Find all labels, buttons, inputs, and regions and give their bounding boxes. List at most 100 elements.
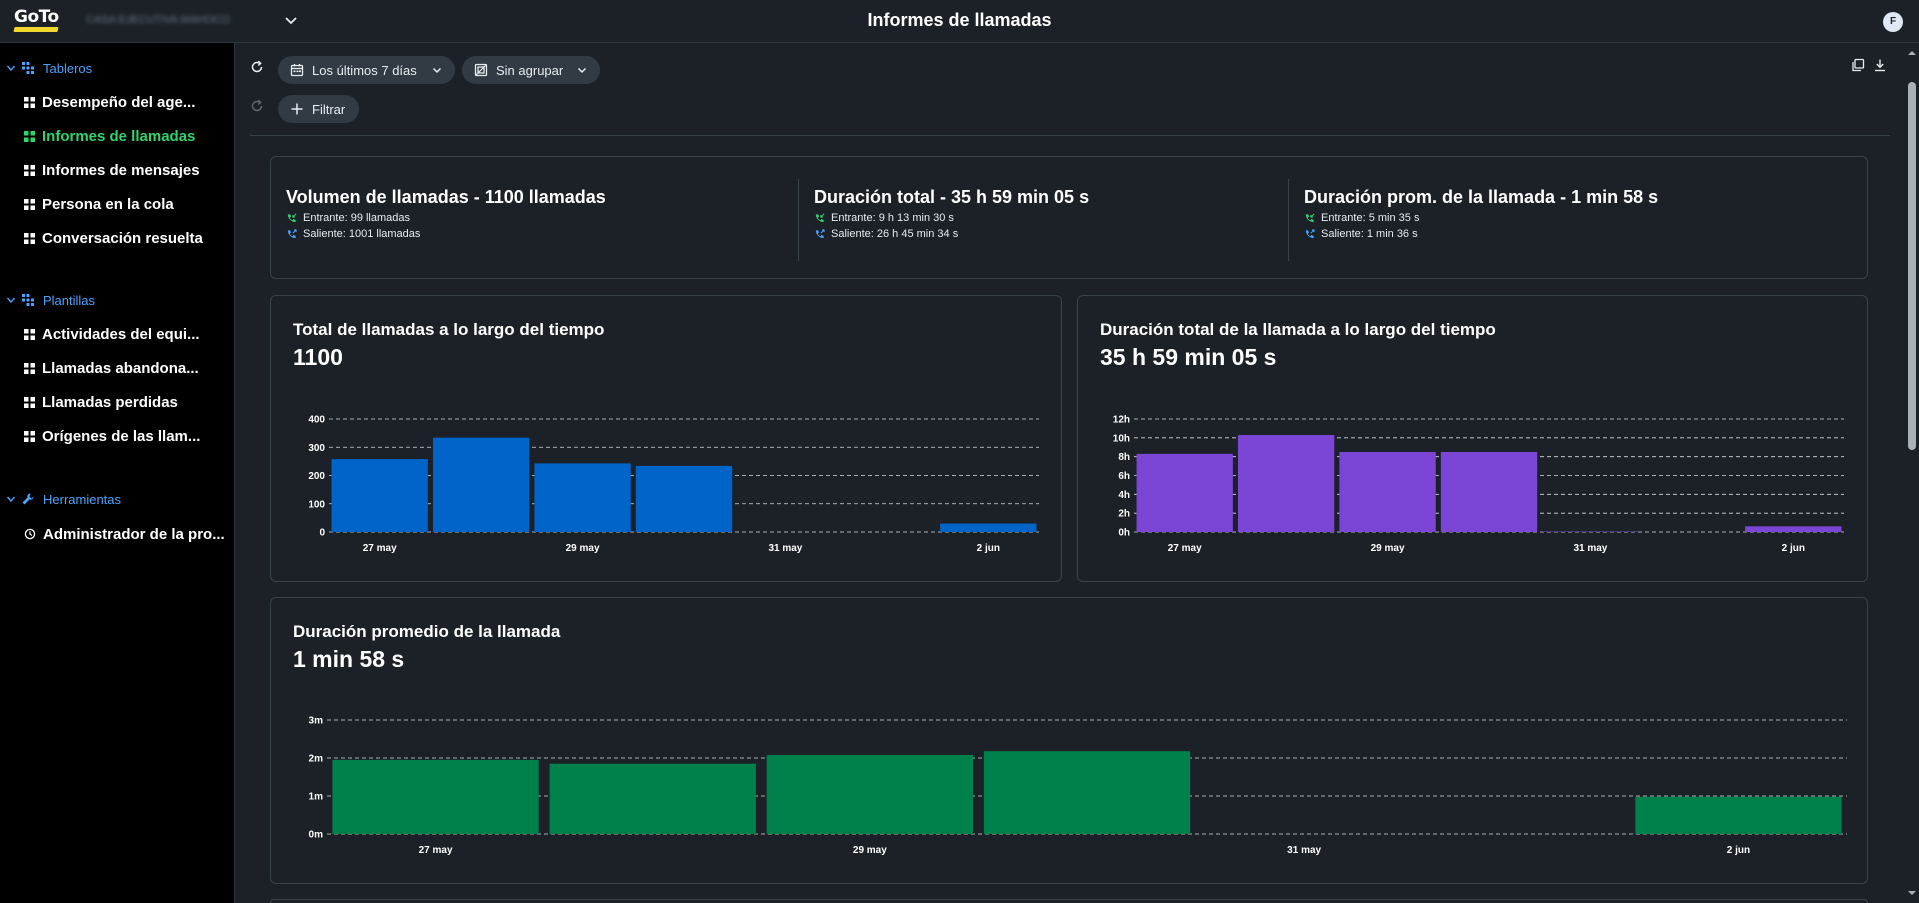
y-tick-label: 8h [1118,452,1130,463]
sidebar-item-informes-llamadas[interactable]: Informes de llamadas [24,125,229,147]
chart-bar[interactable] [940,523,1037,532]
summary-total-duration: Duración total - 35 h 59 min 05 s Entran… [814,187,1089,240]
dashboard-icon [22,62,34,74]
download-button[interactable] [1872,57,1888,73]
chart-bar[interactable] [549,763,756,834]
chevron-down-icon[interactable] [283,12,299,28]
account-name[interactable]: CASA EJECUTIVA MAHOCO [86,14,231,26]
reset-filters-button[interactable] [248,97,266,115]
grid-icon [24,362,35,374]
x-tick-label: 31 may [1573,543,1607,554]
sidebar-item-label: Administrador de la pro... [43,525,225,543]
goto-logo[interactable]: GoTo [13,8,62,34]
summary-card: Volumen de llamadas - 1100 llamadas Entr… [270,156,1868,279]
grid-icon [24,96,35,108]
x-tick-label: 27 may [419,845,453,856]
chart-bar[interactable] [1237,435,1335,532]
filter-button[interactable]: Filtrar [278,95,359,123]
chart-card-average-duration: Duración promedio de la llamada 1 min 58… [270,597,1868,884]
grid-icon [24,232,35,244]
sidebar-item-actividades-equipo[interactable]: Actividades del equi... [24,323,229,345]
summary-inbound-text: Entrante: 9 h 13 min 30 s [831,212,954,224]
chart-bar[interactable] [332,759,539,834]
group-icon [474,63,488,77]
sidebar-item-llamadas-abandonadas[interactable]: Llamadas abandona... [24,357,229,379]
scroll-down-arrow-icon[interactable] [1906,888,1918,898]
refresh-button[interactable] [248,58,266,76]
date-range-dropdown[interactable]: Los últimos 7 días [278,56,455,84]
summary-title: Duración prom. de la llamada - 1 min 58 … [1304,187,1659,207]
scroll-up-arrow-icon[interactable] [1906,48,1918,58]
sidebar-section-tableros[interactable]: Tableros [6,59,92,77]
summary-inbound: Entrante: 99 llamadas [286,212,606,224]
copy-button[interactable] [1850,57,1866,73]
sidebar-item-administrador[interactable]: Administrador de la pro... [24,523,229,545]
chart-bar[interactable] [1440,451,1538,532]
sidebar-item-informes-mensajes[interactable]: Informes de mensajes [24,159,229,181]
y-tick-label: 6h [1118,471,1130,482]
next-card-edge [270,899,1868,903]
x-tick-label: 27 may [363,543,397,554]
grouping-value: Sin agrupar [496,62,564,78]
sidebar-item-label: Orígenes de las llam... [42,427,201,445]
chart-bar[interactable] [1635,796,1842,834]
chart-bar[interactable] [635,465,733,532]
average-duration-chart: 0m 1m 2m 3m 27 may 29 may 31 may 2 jun [309,716,1847,856]
chevron-down-icon [6,65,16,72]
toolbar-divider [250,135,1890,136]
x-tick-label: 2 jun [1782,543,1805,554]
summary-outbound: Saliente: 1001 llamadas [286,228,606,240]
history-icon [24,528,36,540]
chart-bar[interactable] [534,463,631,532]
page-title: Informes de llamadas [867,10,1052,30]
summary-inbound: Entrante: 5 min 35 s [1304,212,1658,224]
grid-icon [24,430,35,442]
grid-icon [24,130,35,142]
chart-bar[interactable] [766,754,973,834]
inbound-call-icon [287,213,297,222]
top-bar: GoTo CASA EJECUTIVA MAHOCO Informes de l… [0,0,1919,43]
sidebar-section-plantillas[interactable]: Plantillas [6,291,95,309]
chart-bar[interactable] [1136,453,1233,532]
chart-bar[interactable] [331,459,428,532]
filter-label: Filtrar [312,101,346,117]
main-content: Los últimos 7 días Sin agrupar [236,43,1904,903]
summary-outbound: Saliente: 26 h 45 min 34 s [814,228,1089,240]
sidebar-item-origenes-llamadas[interactable]: Orígenes de las llam... [24,425,229,447]
summary-separator [798,179,799,261]
sidebar-item-label: Informes de llamadas [42,127,196,145]
chart-bar[interactable] [1339,451,1436,532]
sidebar-section-label: Herramientas [43,491,122,507]
summary-inbound-text: Entrante: 99 llamadas [303,212,411,224]
sidebar: Tableros Desempeño del age... Informes d… [0,43,235,903]
sidebar-item-desempeno[interactable]: Desempeño del age... [24,91,229,113]
chart-card-total-duration: Duración total de la llamada a lo largo … [1077,295,1868,582]
sidebar-section-herramientas[interactable]: Herramientas [6,490,121,508]
y-tick-label: 4h [1118,490,1130,501]
total-duration-chart: 0h 2h 4h 6h 8h 10h 12h 27 may 29 may 31 may 2 jun [1113,415,1844,554]
summary-outbound-text: Saliente: 1 min 36 s [1321,228,1418,240]
sidebar-item-label: Llamadas perdidas [42,393,178,411]
chart-value: 35 h 59 min 05 s [1100,344,1277,370]
template-icon [22,294,34,306]
user-avatar[interactable]: F [1883,12,1903,32]
x-tick-label: 29 may [853,845,887,856]
summary-title: Volumen de llamadas - 1100 llamadas [286,187,606,207]
sidebar-item-llamadas-perdidas[interactable]: Llamadas perdidas [24,391,229,413]
sidebar-item-conversacion-resuelta[interactable]: Conversación resuelta [24,227,229,249]
chart-title: Duración total de la llamada a lo largo … [1100,320,1496,339]
chart-bar[interactable] [1745,526,1842,532]
chart-value: 1100 [293,344,343,370]
sidebar-item-persona-cola[interactable]: Persona en la cola [24,193,229,215]
sidebar-section-label: Tableros [43,60,93,76]
scrollbar-thumb[interactable] [1908,82,1916,450]
sidebar-item-label: Conversación resuelta [42,229,203,247]
y-tick-label: 100 [308,499,325,510]
summary-outbound-text: Saliente: 26 h 45 min 34 s [831,228,959,240]
summary-inbound: Entrante: 9 h 13 min 30 s [814,212,1089,224]
chart-bar[interactable] [432,437,530,532]
y-tick-label: 2h [1118,509,1130,520]
y-tick-label: 0 [319,528,325,539]
grouping-dropdown[interactable]: Sin agrupar [462,56,600,84]
chart-bar[interactable] [983,751,1191,834]
